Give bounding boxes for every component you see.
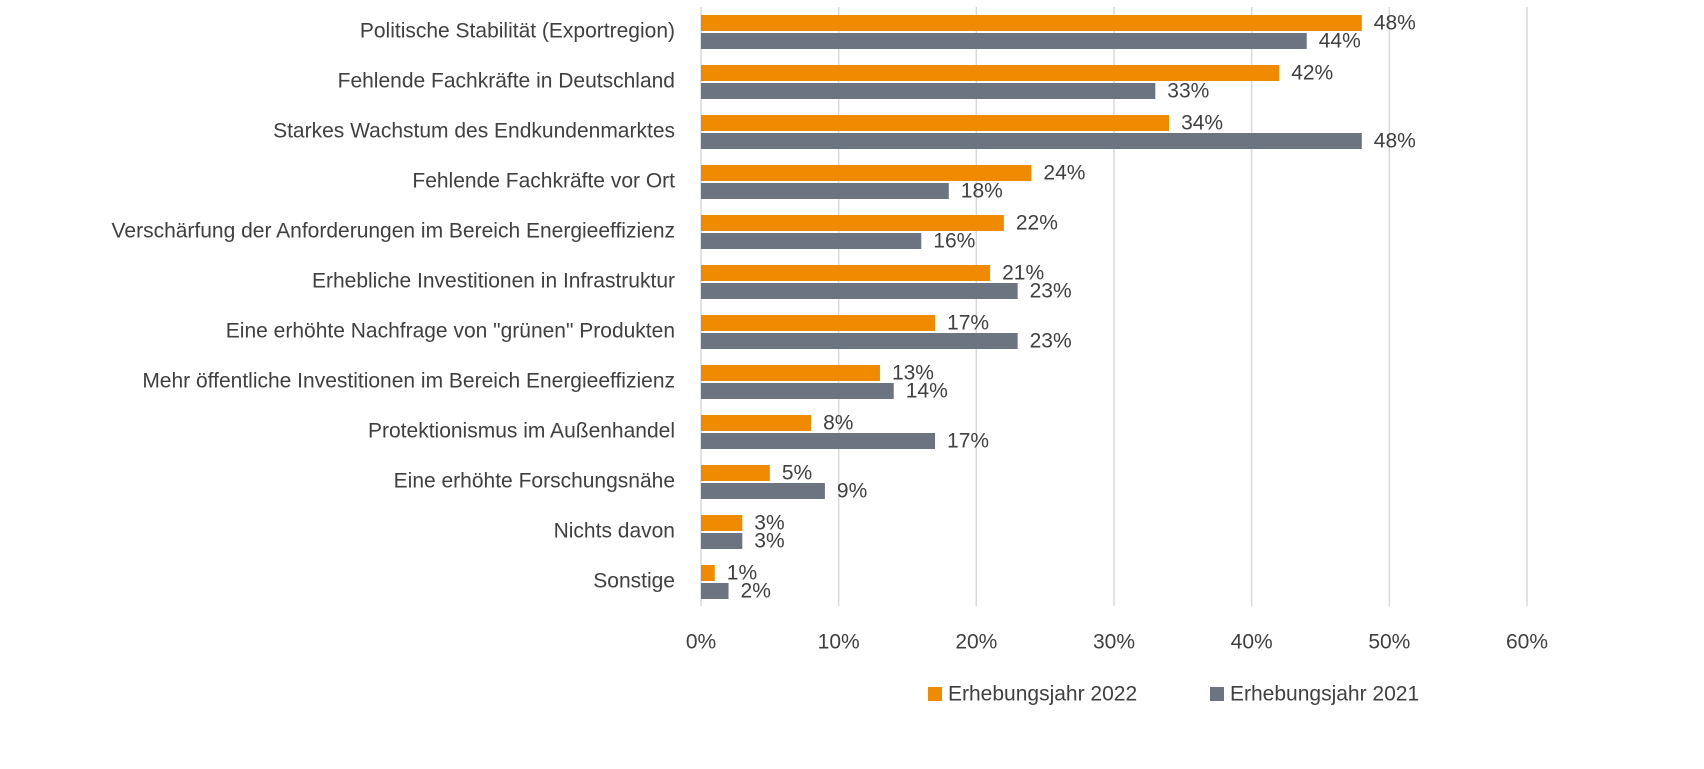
bar <box>701 515 743 531</box>
bar <box>701 133 1362 149</box>
bar <box>701 365 880 381</box>
bar <box>701 115 1170 131</box>
bar <box>701 465 770 481</box>
legend-label: Erhebungsjahr 2021 <box>1230 683 1419 706</box>
bar <box>701 333 1018 349</box>
bar <box>701 383 894 399</box>
value-label: 33% <box>1167 80 1209 103</box>
value-label: 1% <box>727 562 757 585</box>
y-tick-label: Eine erhöhte Nachfrage von "grünen" Prod… <box>226 320 675 343</box>
legend-label: Erhebungsjahr 2022 <box>948 683 1137 706</box>
x-tick-label: 0% <box>686 631 716 654</box>
y-tick-label: Mehr öffentliche Investitionen im Bereic… <box>142 370 675 393</box>
x-tick-label: 40% <box>1231 631 1273 654</box>
bar <box>701 565 715 581</box>
bar <box>701 583 729 599</box>
value-label: 48% <box>1374 12 1416 35</box>
x-tick-label: 20% <box>955 631 997 654</box>
value-label: 3% <box>754 512 784 535</box>
y-tick-label: Sonstige <box>593 570 675 593</box>
y-tick-label: Politische Stabilität (Exportregion) <box>360 20 675 43</box>
y-tick-label: Fehlende Fachkräfte vor Ort <box>412 170 675 193</box>
value-label: 18% <box>961 180 1003 203</box>
value-label: 21% <box>1002 262 1044 285</box>
y-tick-label: Erhebliche Investitionen in Infrastruktu… <box>312 270 675 293</box>
value-label: 24% <box>1043 162 1085 185</box>
value-label: 3% <box>754 530 784 553</box>
value-label: 8% <box>823 412 853 435</box>
bar <box>701 65 1280 81</box>
bar <box>701 265 991 281</box>
value-label: 5% <box>782 462 812 485</box>
bar <box>701 483 825 499</box>
bar <box>701 165 1032 181</box>
bar <box>701 283 1018 299</box>
value-label: 13% <box>892 362 934 385</box>
bar <box>701 183 949 199</box>
bar <box>701 315 936 331</box>
x-tick-label: 10% <box>818 631 860 654</box>
x-tick-label: 60% <box>1506 631 1548 654</box>
value-label: 48% <box>1374 130 1416 153</box>
bar <box>701 415 812 431</box>
y-tick-label: Starkes Wachstum des Endkundenmarktes <box>273 120 675 143</box>
y-tick-label: Verschärfung der Anforderungen im Bereic… <box>112 220 675 243</box>
legend-swatch <box>928 687 942 701</box>
bar <box>701 233 922 249</box>
value-label: 17% <box>947 312 989 335</box>
bar <box>701 83 1156 99</box>
value-label: 34% <box>1181 112 1223 135</box>
value-label: 23% <box>1030 280 1072 303</box>
y-tick-label: Nichts davon <box>554 520 675 543</box>
x-tick-label: 30% <box>1093 631 1135 654</box>
x-tick-label: 50% <box>1368 631 1410 654</box>
y-tick-label: Eine erhöhte Forschungsnähe <box>394 470 675 493</box>
y-tick-label: Protektionismus im Außenhandel <box>368 420 675 443</box>
bar <box>701 215 1004 231</box>
value-label: 9% <box>837 480 867 503</box>
bar <box>701 33 1307 49</box>
bar <box>701 15 1362 31</box>
value-label: 42% <box>1291 62 1333 85</box>
value-label: 14% <box>906 380 948 403</box>
value-label: 22% <box>1016 212 1058 235</box>
value-label: 44% <box>1319 30 1361 53</box>
y-tick-label: Fehlende Fachkräfte in Deutschland <box>338 70 675 93</box>
value-label: 16% <box>933 230 975 253</box>
value-label: 17% <box>947 430 989 453</box>
value-label: 2% <box>741 580 771 603</box>
value-label: 23% <box>1030 330 1072 353</box>
bar <box>701 533 743 549</box>
bar <box>701 433 936 449</box>
legend-swatch <box>1210 687 1224 701</box>
